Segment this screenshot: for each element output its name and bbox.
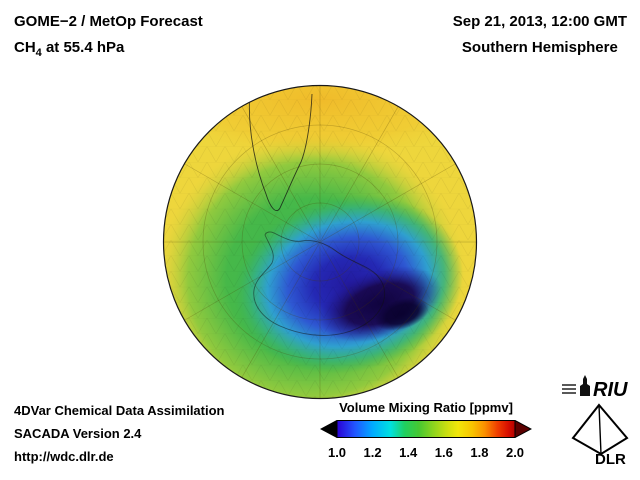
riu-logo-graphic: RIU [562, 375, 628, 401]
credits-block: 4DVar Chemical Data Assimilation SACADA … [14, 399, 225, 468]
riu-lines-icon [562, 384, 576, 394]
colorbar-block: Volume Mixing Ratio [ppmv] [320, 400, 532, 461]
tick-label: 1.0 [327, 445, 347, 460]
species-subscript: 4 [35, 47, 42, 59]
dlr-emblem-fold-line [598, 404, 602, 455]
dlr-logo-text: DLR [595, 451, 626, 467]
coastline-antarctica [253, 231, 386, 336]
riu-logo: RIU [560, 374, 632, 407]
wdc-url[interactable]: http://wdc.dlr.de [14, 449, 114, 464]
colorbar-gradient [336, 420, 516, 438]
hemisphere-label: Southern Hemisphere [461, 39, 618, 56]
globe-rim [162, 84, 478, 400]
tick-label: 2.0 [505, 445, 525, 460]
version-label: SACADA Version 2.4 [14, 426, 142, 441]
figure-title-block: GOME−2 / MetOp Forecast CH4 at 55.4 hPa [14, 9, 203, 66]
riu-logo-text: RIU [593, 379, 628, 401]
graticule [163, 85, 477, 399]
tick-label: 1.8 [470, 445, 489, 460]
colorbar-underflow-arrow [320, 420, 338, 438]
methane-field [163, 85, 477, 399]
datetime-block: Sep 21, 2013, 12:00 GMT Southern Hemisph… [453, 9, 627, 61]
riu-tower-icon [580, 375, 590, 396]
assimilation-label: 4DVar Chemical Data Assimilation [14, 403, 225, 418]
dlr-logo: DLR [566, 403, 632, 472]
species-prefix: CH [14, 39, 36, 56]
instrument-title: GOME−2 / MetOp Forecast [14, 13, 203, 30]
dlr-logo-graphic: DLR [571, 403, 629, 468]
colorbar-overflow-arrow [514, 420, 532, 438]
model-grid-texture [163, 85, 477, 399]
globe-map [162, 84, 478, 400]
coastline-africa-tip [397, 89, 425, 105]
species-level-title: CH4 at 55.4 hPa [14, 35, 203, 66]
tick-label: 1.4 [399, 445, 418, 460]
colorbar-title: Volume Mixing Ratio [ppmv] [339, 400, 513, 415]
tick-label: 1.6 [434, 445, 453, 460]
globe-map-container [162, 84, 478, 400]
colorbar-tick-labels: 1.0 1.2 1.4 1.6 1.8 2.0 [320, 445, 532, 461]
coastline-south-america [248, 91, 313, 212]
colorbar [320, 420, 532, 438]
species-suffix: at 55.4 hPa [41, 39, 125, 56]
tick-label: 1.2 [363, 445, 382, 460]
datetime-label: Sep 21, 2013, 12:00 GMT [452, 13, 627, 30]
